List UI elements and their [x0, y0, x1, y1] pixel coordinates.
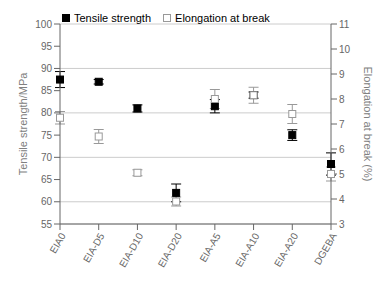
svg-text:90: 90	[41, 63, 53, 74]
svg-text:EIA-A5: EIA-A5	[197, 231, 223, 264]
svg-text:9: 9	[339, 69, 345, 80]
svg-text:Tensile strength/MPa: Tensile strength/MPa	[17, 72, 29, 176]
html-text:Elongation at break: Elongation at break	[175, 12, 270, 24]
svg-text:70: 70	[41, 152, 53, 163]
svg-text:3: 3	[339, 219, 345, 230]
svg-text:80: 80	[41, 107, 53, 118]
svg-text:100: 100	[35, 19, 52, 30]
svg-text:85: 85	[41, 85, 53, 96]
svg-text:65: 65	[41, 174, 53, 185]
html-text:Tensile strength: Tensile strength	[74, 12, 151, 24]
svg-text:11: 11	[339, 19, 350, 30]
svg-text:10: 10	[339, 44, 351, 55]
svg-text:7: 7	[339, 119, 345, 130]
svg-text:6: 6	[339, 144, 345, 155]
svg-text:EIA-A10: EIA-A10	[233, 231, 261, 269]
svg-text:55: 55	[41, 219, 53, 230]
svg-text:DGEBA: DGEBA	[312, 231, 339, 267]
svg-text:8: 8	[339, 94, 345, 105]
svg-text:EIA-D10: EIA-D10	[117, 231, 146, 270]
svg-text:EIA-D20: EIA-D20	[156, 231, 185, 270]
svg-text:75: 75	[41, 130, 53, 141]
svg-text:5: 5	[339, 169, 345, 180]
svg-text:4: 4	[339, 194, 345, 205]
svg-text:EIA-D5: EIA-D5	[81, 231, 107, 265]
svg-text:95: 95	[41, 41, 53, 52]
svg-text:EIA-A20: EIA-A20	[272, 231, 300, 269]
svg-text:60: 60	[41, 196, 53, 207]
svg-text:Elongation at break (%): Elongation at break (%)	[362, 67, 374, 182]
svg-text:EIA0: EIA0	[48, 231, 69, 256]
